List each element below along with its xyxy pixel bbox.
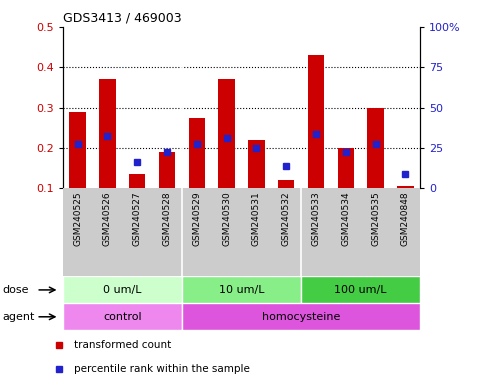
Bar bbox=[218, 79, 235, 188]
Text: 100 um/L: 100 um/L bbox=[334, 285, 387, 295]
Bar bbox=[308, 55, 324, 188]
Bar bbox=[159, 152, 175, 188]
Text: GDS3413 / 469003: GDS3413 / 469003 bbox=[63, 11, 182, 24]
Text: GSM240525: GSM240525 bbox=[73, 192, 82, 246]
Text: GSM240848: GSM240848 bbox=[401, 192, 410, 246]
Text: 10 um/L: 10 um/L bbox=[219, 285, 264, 295]
Bar bbox=[301, 276, 420, 303]
Text: dose: dose bbox=[2, 285, 29, 295]
Text: agent: agent bbox=[2, 312, 35, 322]
Text: GSM240535: GSM240535 bbox=[371, 192, 380, 247]
Bar bbox=[248, 140, 265, 188]
Text: homocysteine: homocysteine bbox=[262, 312, 340, 322]
Text: GSM240528: GSM240528 bbox=[163, 192, 171, 246]
Text: GSM240534: GSM240534 bbox=[341, 192, 350, 246]
Text: GSM240530: GSM240530 bbox=[222, 192, 231, 247]
Text: GSM240531: GSM240531 bbox=[252, 192, 261, 247]
Bar bbox=[182, 276, 301, 303]
Bar bbox=[63, 276, 182, 303]
Bar bbox=[182, 303, 420, 330]
Bar bbox=[63, 303, 182, 330]
Text: control: control bbox=[103, 312, 142, 322]
Text: GSM240527: GSM240527 bbox=[133, 192, 142, 246]
Text: 0 um/L: 0 um/L bbox=[103, 285, 142, 295]
Bar bbox=[368, 108, 384, 188]
Bar bbox=[278, 180, 294, 188]
Text: transformed count: transformed count bbox=[74, 340, 171, 350]
Bar bbox=[99, 79, 115, 188]
Text: GSM240533: GSM240533 bbox=[312, 192, 320, 247]
Bar bbox=[189, 118, 205, 188]
Bar bbox=[397, 186, 413, 188]
Text: GSM240529: GSM240529 bbox=[192, 192, 201, 246]
Bar bbox=[129, 174, 145, 188]
Bar bbox=[70, 112, 86, 188]
Text: GSM240532: GSM240532 bbox=[282, 192, 291, 246]
Text: GSM240526: GSM240526 bbox=[103, 192, 112, 246]
Bar bbox=[338, 148, 354, 188]
Text: percentile rank within the sample: percentile rank within the sample bbox=[74, 364, 250, 374]
